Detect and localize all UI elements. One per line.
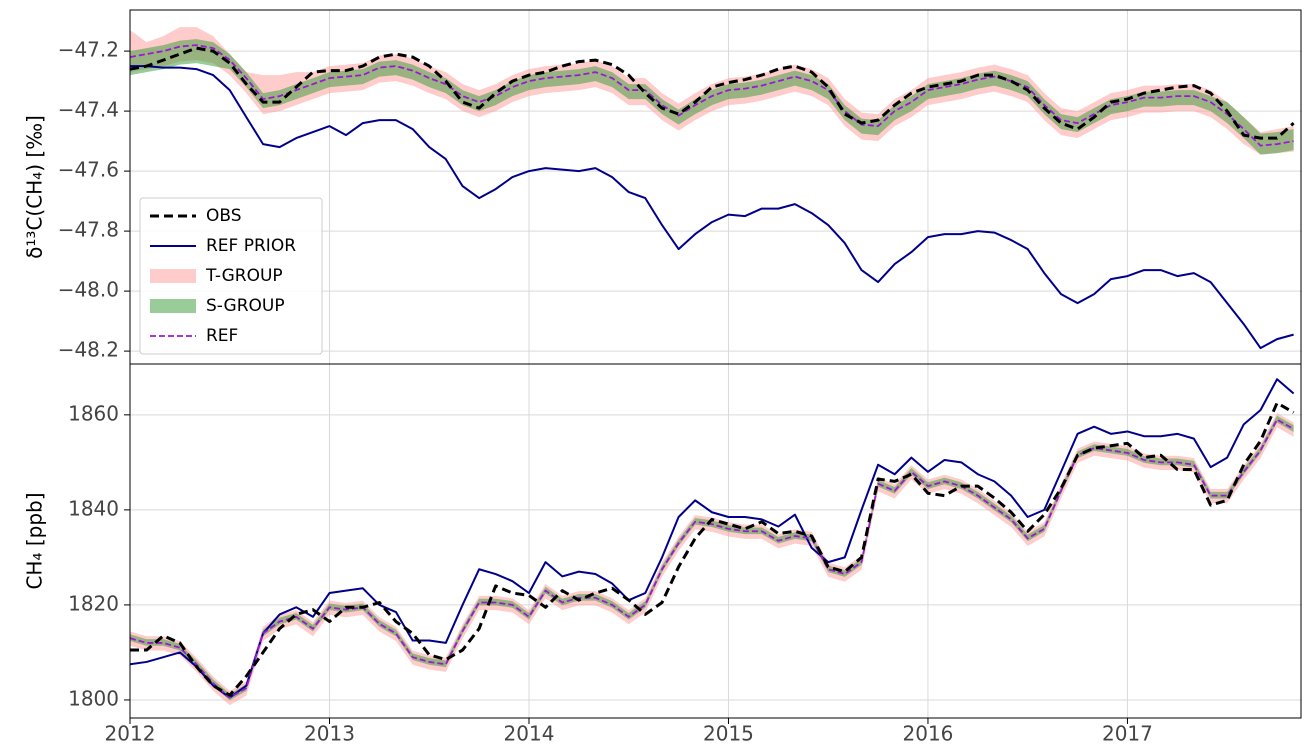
x-tick-label: 2015 (703, 722, 754, 746)
plot-area (130, 378, 1295, 706)
line (130, 46, 1295, 140)
y-axis-label: δ¹³C(CH₄) [‰] (23, 115, 47, 259)
y-tick-label: −47.8 (58, 218, 119, 242)
legend-box (139, 197, 323, 355)
line (130, 65, 1294, 350)
y-tick-label: −47.6 (58, 158, 119, 182)
legend-label: OBS (206, 206, 242, 226)
y-tick-label: 1820 (68, 591, 119, 615)
x-tick-label: 2016 (903, 722, 954, 746)
x-tick-label: 2017 (1102, 722, 1153, 746)
y-axis-label: CH₄ [ppb] (23, 492, 47, 589)
line (130, 418, 1295, 699)
x-tick-label: 2014 (504, 722, 555, 746)
line (130, 378, 1295, 699)
legend-label: REF PRIOR (206, 236, 296, 256)
x-tick-label: 2013 (304, 722, 355, 746)
legend-swatch (150, 299, 196, 313)
legend-label: S-GROUP (206, 296, 285, 316)
x-tick-label: 2012 (105, 722, 156, 746)
legend-swatch (150, 269, 196, 283)
axes-frame (129, 363, 1302, 719)
band (130, 412, 1294, 706)
y-tick-label: 1860 (68, 401, 119, 425)
plot-area (130, 27, 1295, 350)
y-tick-label: −47.2 (58, 38, 119, 62)
y-tick-label: 1840 (68, 496, 119, 520)
y-tick-label: −48.0 (58, 278, 119, 302)
legend-label: T-GROUP (205, 266, 283, 286)
legend-label: REF (206, 326, 238, 346)
line (130, 401, 1295, 697)
y-tick-label: −47.4 (58, 98, 119, 122)
y-tick-label: −48.2 (58, 338, 119, 362)
y-tick-label: 1800 (68, 686, 119, 710)
